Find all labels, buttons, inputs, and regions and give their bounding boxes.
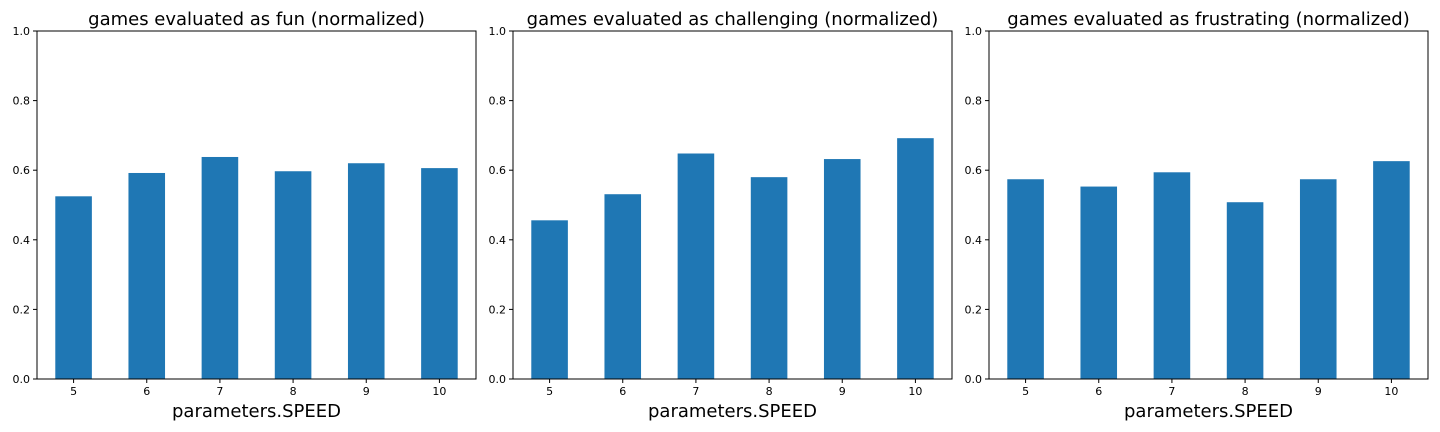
- x-tick-label-1-4: 9: [839, 385, 846, 398]
- y-tick-label-2-1: 0.2: [965, 303, 983, 316]
- bar-2-3: [1226, 202, 1264, 379]
- y-tick-label-1-3: 0.6: [489, 164, 507, 177]
- chart-title-1: games evaluated as challenging (normaliz…: [527, 9, 939, 30]
- y-tick-label-1-4: 0.8: [489, 95, 507, 108]
- x-tick-label-1-1: 6: [619, 385, 626, 398]
- x-tick-label-2-5: 10: [1384, 385, 1398, 398]
- y-tick-label-1-1: 0.2: [489, 303, 507, 316]
- plot-area-2: [988, 30, 1429, 380]
- x-tick-label-2-0: 5: [1022, 385, 1029, 398]
- bar-1-5: [897, 138, 934, 379]
- y-tick-label-0-5: 1.0: [13, 25, 31, 38]
- x-tick-label-1-0: 5: [546, 385, 553, 398]
- bar-0-4: [347, 163, 385, 379]
- bar-1-1: [604, 194, 642, 379]
- y-tick-label-2-0: 0.0: [965, 373, 983, 386]
- bar-0-3: [274, 171, 312, 379]
- x-tick-label-1-3: 8: [766, 385, 773, 398]
- x-axis-label-0: parameters.SPEED: [172, 401, 341, 422]
- y-tick-label-2-3: 0.6: [965, 164, 983, 177]
- bar-0-1: [128, 172, 166, 379]
- plot-area-0: [36, 30, 477, 380]
- y-tick-label-0-3: 0.6: [13, 164, 31, 177]
- bar-0-0: [55, 196, 92, 379]
- bar-1-4: [823, 159, 861, 379]
- bar-2-2: [1153, 172, 1191, 379]
- x-tick-label-0-3: 8: [290, 385, 297, 398]
- x-tick-label-1-5: 10: [908, 385, 922, 398]
- bar-1-3: [750, 177, 788, 379]
- x-axis-label-2: parameters.SPEED: [1124, 401, 1293, 422]
- plot-area-1: [512, 30, 953, 380]
- bar-1-0: [531, 220, 568, 379]
- x-tick-label-0-4: 9: [363, 385, 370, 398]
- x-tick-label-2-2: 7: [1168, 385, 1175, 398]
- y-tick-label-2-2: 0.4: [965, 234, 983, 247]
- y-tick-label-2-5: 1.0: [965, 25, 983, 38]
- bar-2-4: [1299, 179, 1337, 379]
- bar-0-5: [421, 168, 458, 379]
- bar-0-2: [201, 156, 239, 379]
- x-tick-label-2-1: 6: [1095, 385, 1102, 398]
- bar-2-5: [1373, 161, 1410, 379]
- chart-title-0: games evaluated as fun (normalized): [88, 9, 425, 30]
- y-tick-label-0-2: 0.4: [13, 234, 31, 247]
- bar-2-0: [1007, 179, 1044, 379]
- bar-2-1: [1080, 186, 1118, 379]
- y-tick-label-0-4: 0.8: [13, 95, 31, 108]
- y-tick-label-0-0: 0.0: [13, 373, 31, 386]
- y-tick-label-0-1: 0.2: [13, 303, 31, 316]
- y-tick-label-2-4: 0.8: [965, 95, 983, 108]
- y-tick-label-1-0: 0.0: [489, 373, 507, 386]
- x-tick-label-0-0: 5: [70, 385, 77, 398]
- x-tick-label-0-1: 6: [143, 385, 150, 398]
- chart-title-2: games evaluated as frustrating (normaliz…: [1007, 9, 1409, 30]
- x-axis-label-1: parameters.SPEED: [648, 401, 817, 422]
- y-tick-label-1-2: 0.4: [489, 234, 507, 247]
- bar-1-2: [677, 153, 715, 379]
- x-tick-label-2-3: 8: [1242, 385, 1249, 398]
- x-tick-label-0-2: 7: [216, 385, 223, 398]
- x-tick-label-0-5: 10: [432, 385, 446, 398]
- x-tick-label-2-4: 9: [1315, 385, 1322, 398]
- y-tick-label-1-5: 1.0: [489, 25, 507, 38]
- x-tick-label-1-2: 7: [692, 385, 699, 398]
